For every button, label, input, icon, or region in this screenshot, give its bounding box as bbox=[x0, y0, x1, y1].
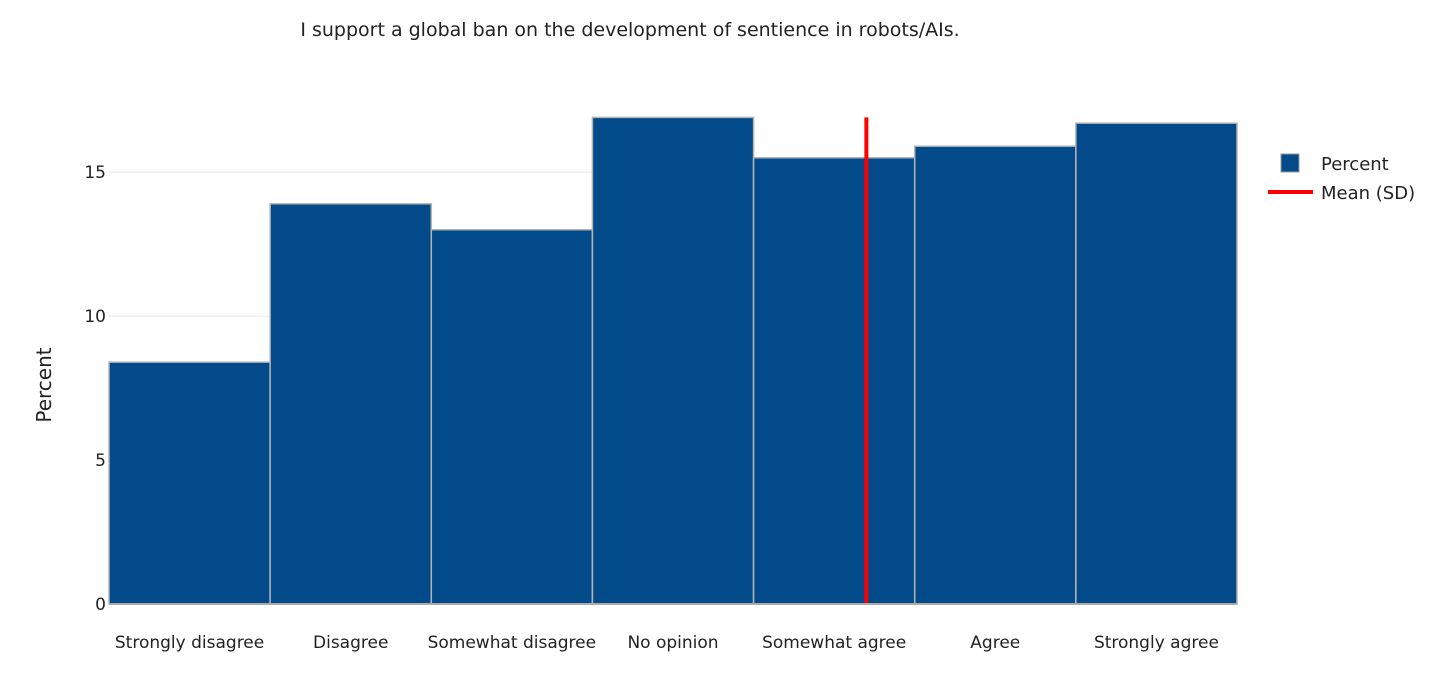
bar bbox=[591, 116, 755, 605]
legend-swatch-percent bbox=[1280, 153, 1300, 173]
x-tick-label: Strongly agree bbox=[1094, 633, 1219, 653]
y-tick-label: 15 bbox=[84, 163, 106, 183]
y-tick-label: 0 bbox=[95, 595, 106, 615]
bar bbox=[269, 203, 433, 605]
bar bbox=[430, 228, 594, 605]
bar bbox=[752, 156, 916, 605]
x-tick-label: Disagree bbox=[313, 633, 388, 653]
x-tick-label: Somewhat disagree bbox=[428, 633, 597, 653]
y-axis-tick-labels: 0 5 10 15 bbox=[84, 163, 106, 615]
bar bbox=[1075, 122, 1238, 605]
x-axis-tick-labels: Strongly disagree Disagree Somewhat disagr… bbox=[115, 633, 1219, 653]
y-tick-label: 10 bbox=[84, 307, 106, 327]
x-tick-label: No opinion bbox=[627, 633, 718, 653]
bars bbox=[108, 116, 1238, 605]
x-tick-label: Agree bbox=[970, 633, 1020, 653]
y-axis-title: Percent bbox=[32, 347, 56, 422]
bar bbox=[108, 361, 271, 605]
legend[interactable]: Percent Mean (SD) bbox=[1268, 153, 1415, 204]
bar bbox=[913, 145, 1077, 605]
chart-title: I support a global ban on the developmen… bbox=[300, 19, 959, 41]
x-tick-label: Somewhat agree bbox=[762, 633, 906, 653]
y-tick-label: 5 bbox=[95, 451, 106, 471]
x-tick-label: Strongly disagree bbox=[115, 633, 264, 653]
legend-label-mean: Mean (SD) bbox=[1321, 183, 1415, 204]
legend-label-percent: Percent bbox=[1321, 154, 1389, 175]
